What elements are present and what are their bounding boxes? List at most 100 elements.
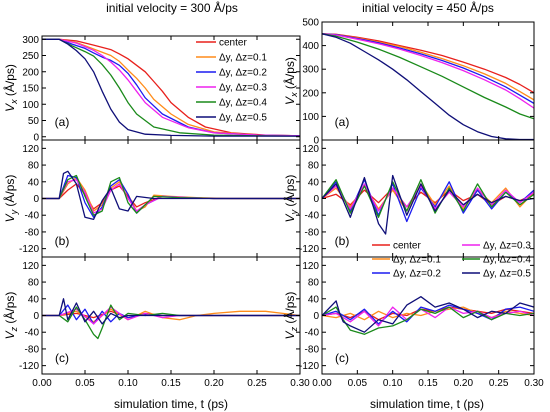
panel-left-b: -120 -80 -40 0 40 80 120 Vy (Å/ps) (b) xyxy=(2,139,301,258)
y-tick-label: 0 xyxy=(313,194,319,205)
x-tick-label: 0.25 xyxy=(489,378,509,389)
legend-label-d05: Δy, Δz=0.5 xyxy=(483,269,531,280)
x-tick-label: 0.05 xyxy=(348,378,368,389)
legend-label-d04: Δy, Δz=0.4 xyxy=(483,255,531,266)
y-tick-label: -120 xyxy=(299,361,319,372)
y-tick-label: -40 xyxy=(25,328,40,339)
panel-label: (b) xyxy=(55,234,70,248)
y-tick-label: 500 xyxy=(302,18,319,29)
x-tick-label: 0.00 xyxy=(312,378,332,389)
x-tick-label: 0.30 xyxy=(524,378,544,389)
y-tick-label: 50 xyxy=(28,116,40,127)
y-tick-label: 40 xyxy=(308,177,320,188)
series-line-d03 xyxy=(322,33,534,109)
y-tick-label: 250 xyxy=(22,51,39,62)
x-tick-label: 0.30 xyxy=(290,378,310,389)
panel-label: (a) xyxy=(335,115,350,129)
left-xlabel: simulation time, t (ps) xyxy=(114,397,228,411)
series-line-d02 xyxy=(322,304,534,325)
y-tick-label: 0 xyxy=(33,311,39,322)
series-line-d04 xyxy=(42,304,300,340)
legend-label-center: center xyxy=(393,241,421,252)
x-tick-label: 0.25 xyxy=(247,378,267,389)
series-line-d05 xyxy=(322,33,534,140)
y-tick-label: 200 xyxy=(302,88,319,99)
series-line-d05 xyxy=(42,298,300,325)
legend-top-left: center Δy, Δz=0.1 Δy, Δz=0.2 Δy, Δz=0.3 Δy, … xyxy=(196,38,267,124)
y-tick-label: 150 xyxy=(22,84,39,95)
series-line-d05 xyxy=(322,174,534,235)
x-tick-label: 0.10 xyxy=(383,378,403,389)
series-line-center xyxy=(322,33,534,94)
y-axis-label: Vz (Å/ps) xyxy=(2,292,19,340)
y-tick-label: 40 xyxy=(308,294,320,305)
y-axis-label: Vy (Å/ps) xyxy=(282,175,299,223)
y-tick-label: 400 xyxy=(302,41,319,52)
y-tick-label: -80 xyxy=(305,227,320,238)
y-tick-label: 200 xyxy=(22,67,39,78)
y-tick-label: -40 xyxy=(25,211,40,222)
legend-label-d03: Δy, Δz=0.3 xyxy=(219,83,267,94)
series-line-d01 xyxy=(322,33,534,101)
series-line-d03 xyxy=(322,306,534,327)
panel-label: (a) xyxy=(55,115,70,129)
plot-frame xyxy=(321,21,535,141)
y-tick-label: -120 xyxy=(19,244,39,255)
y-tick-label: -40 xyxy=(305,211,320,222)
y-tick-label: -120 xyxy=(299,244,319,255)
y-axis-label: Vx (Å/ps) xyxy=(282,57,299,105)
panel-right-c: -120 -80 -40 0 40 80 120 0.00 0.05 0.10 0.15 0.20 0.… xyxy=(282,256,544,389)
y-tick-label: 120 xyxy=(22,144,39,155)
y-tick-label: -120 xyxy=(19,361,39,372)
legend-label-center: center xyxy=(219,38,247,49)
legend-right: center Δy, Δz=0.1 Δy, Δz=0.2 Δy, Δz=0.3 Δy, … xyxy=(372,241,531,280)
x-tick-label: 0.10 xyxy=(118,378,138,389)
legend-label-d02: Δy, Δz=0.2 xyxy=(393,269,441,280)
series-line-d04 xyxy=(42,38,300,137)
legend-label-d03: Δy, Δz=0.3 xyxy=(483,241,531,252)
y-tick-label: 0 xyxy=(313,136,319,147)
series-line-d03 xyxy=(42,38,300,137)
series-line-d05 xyxy=(42,38,300,137)
y-tick-label: -40 xyxy=(305,328,320,339)
y-tick-label: 100 xyxy=(302,112,319,123)
y-tick-label: 120 xyxy=(302,261,319,272)
right-xlabel: simulation time, t (ps) xyxy=(370,397,484,411)
y-tick-label: 40 xyxy=(28,294,40,305)
series-line-d04 xyxy=(322,33,534,120)
y-tick-label: 0 xyxy=(313,311,319,322)
series-line-d02 xyxy=(322,33,534,104)
y-tick-label: 80 xyxy=(28,161,40,172)
series-line-d04 xyxy=(322,306,534,335)
legend-label-d01: Δy, Δz=0.1 xyxy=(393,255,441,266)
y-tick-label: -80 xyxy=(305,344,320,355)
y-tick-label: 0 xyxy=(33,194,39,205)
x-tick-label: 0.00 xyxy=(32,378,52,389)
y-tick-label: -80 xyxy=(25,344,40,355)
x-tick-label: 0.20 xyxy=(454,378,474,389)
y-tick-label: 120 xyxy=(22,261,39,272)
series-line-center xyxy=(42,38,300,137)
series-line-d01 xyxy=(42,176,300,212)
y-tick-label: 100 xyxy=(22,100,39,111)
x-tick-label: 0.20 xyxy=(204,378,224,389)
panel-label: (c) xyxy=(55,351,69,365)
series-line-d01 xyxy=(42,38,300,137)
y-tick-label: 300 xyxy=(22,35,39,46)
y-tick-label: -80 xyxy=(25,227,40,238)
y-axis-label: Vx (Å/ps) xyxy=(2,64,19,112)
y-tick-label: 80 xyxy=(308,161,320,172)
series-line-d05 xyxy=(42,170,300,221)
panel-left-c: -120 -80 -40 0 40 80 120 0.00 0.05 0.10 0.15 0.20 0.… xyxy=(2,256,310,389)
x-tick-label: 0.15 xyxy=(418,378,438,389)
y-axis-label: Vy (Å/ps) xyxy=(2,175,19,223)
series-line-d04 xyxy=(42,174,300,216)
y-tick-label: 300 xyxy=(302,65,319,76)
panel-right-a: 0 100 200 300 400 500 Vx (Å/ps) (a) xyxy=(282,18,535,147)
y-tick-label: 80 xyxy=(28,278,40,289)
panel-label: (b) xyxy=(335,234,350,248)
y-tick-label: 80 xyxy=(308,278,320,289)
legend-label-d04: Δy, Δz=0.4 xyxy=(219,98,267,109)
legend-label-d01: Δy, Δz=0.1 xyxy=(219,53,267,64)
